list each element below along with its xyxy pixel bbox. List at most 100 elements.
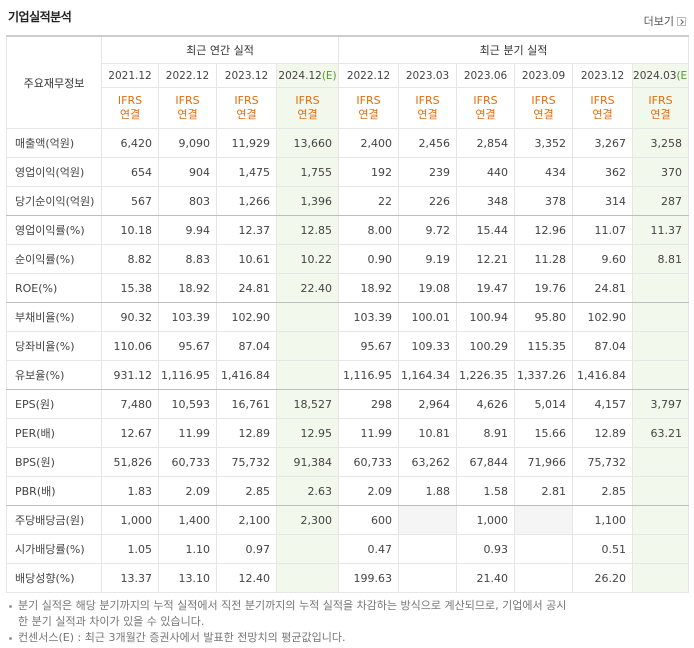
value-cell: 9.72 <box>398 215 458 245</box>
value-cell <box>632 505 690 535</box>
value-cell: 110.06 <box>101 331 159 361</box>
value-cell: 102.90 <box>572 302 634 332</box>
value-cell: 19.47 <box>456 273 516 303</box>
value-cell: 100.29 <box>456 331 516 361</box>
estimate-mark: (E) <box>321 69 337 82</box>
header-row: 주요재무정보 최근 연간 실적 최근 분기 실적 <box>6 35 690 129</box>
value-cell: 298 <box>338 389 400 419</box>
period-header: 2022.12 <box>158 63 217 88</box>
bullet <box>9 637 12 640</box>
consolidation: 연결 <box>650 108 671 121</box>
period: 2023.12 <box>224 69 269 82</box>
value-cell: 2.63 <box>275 476 340 506</box>
value-cell: 1,416.84 <box>572 360 634 390</box>
value-cell: 567 <box>101 186 159 216</box>
value-cell: 60,733 <box>158 447 217 477</box>
value-cell: 15.38 <box>101 273 159 303</box>
value-cell: 10.61 <box>216 244 277 274</box>
accounting: IFRS <box>295 94 320 107</box>
data-row: PBR(배) 1.83 2.09 2.85 2.63 2.09 1.88 1.58 2.81 2.… <box>6 476 690 506</box>
consolidation: 연결 <box>297 108 318 121</box>
value-cell: 931.12 <box>101 360 159 390</box>
value-cell: 1.10 <box>158 534 217 564</box>
value-cell <box>275 331 340 361</box>
value-cell: 13.10 <box>158 563 217 593</box>
row-label: EPS(원) <box>6 389 102 419</box>
consolidation: 연결 <box>358 108 379 121</box>
value-cell: 19.08 <box>398 273 458 303</box>
period: 2024.12 <box>278 69 322 82</box>
value-cell: 22.40 <box>275 273 340 303</box>
note: 분기 실적은 해당 분기까지의 누적 실적에서 직전 분기까지의 누적 실적을 … <box>8 598 568 630</box>
value-cell <box>514 505 574 535</box>
value-cell: 95.67 <box>338 331 400 361</box>
value-cell: 1.05 <box>101 534 159 564</box>
value-cell: 26.20 <box>572 563 634 593</box>
value-cell: 22 <box>338 186 400 216</box>
value-cell <box>632 563 690 593</box>
value-cell: 16,761 <box>216 389 277 419</box>
value-cell <box>275 302 340 332</box>
data-row: 시가배당률(%) 1.05 1.10 0.97 0.47 0.93 0.51 <box>6 534 690 564</box>
value-cell: 1,396 <box>275 186 340 216</box>
value-cell: 12.37 <box>216 215 277 245</box>
value-cell: 314 <box>572 186 634 216</box>
value-cell: 1,100 <box>572 505 634 535</box>
value-cell: 440 <box>456 157 516 187</box>
period: 2024.03 <box>633 69 677 82</box>
value-cell: 18.92 <box>158 273 217 303</box>
row-label: 순이익률(%) <box>6 244 102 274</box>
value-cell: 8.00 <box>338 215 400 245</box>
period-row: 2021.12 2022.12 2023.12 2024.12(E) 2022.12 20… <box>7 63 690 88</box>
accounting-header: IFRS 연결 <box>456 87 516 129</box>
value-cell: 10.18 <box>101 215 159 245</box>
value-cell: 2.09 <box>158 476 217 506</box>
value-cell: 0.51 <box>572 534 634 564</box>
corner-header: 주요재무정보 <box>6 35 102 129</box>
value-cell: 109.33 <box>398 331 458 361</box>
consolidation: 연결 <box>177 108 198 121</box>
data-row: 당기순이익(억원) 567 803 1,266 1,396 22 226 348 378 314 2… <box>6 186 690 216</box>
value-cell: 115.35 <box>514 331 574 361</box>
accounting: IFRS <box>531 94 556 107</box>
accounting: IFRS <box>648 94 673 107</box>
value-cell: 434 <box>514 157 574 187</box>
value-cell: 3,258 <box>632 128 690 158</box>
value-cell: 63,262 <box>398 447 458 477</box>
value-cell: 91,384 <box>275 447 340 477</box>
accounting-header: IFRS 연결 <box>216 87 277 129</box>
estimate-mark: (E) <box>676 69 688 82</box>
data-row: BPS(원) 51,826 60,733 75,732 91,384 60,733 63,2… <box>6 447 690 477</box>
value-cell: 15.66 <box>514 418 574 448</box>
row-label: PER(배) <box>6 418 102 448</box>
more-icon[interactable] <box>677 16 686 26</box>
value-cell: 12.89 <box>572 418 634 448</box>
value-cell: 1,400 <box>158 505 217 535</box>
value-cell: 13,660 <box>275 128 340 158</box>
value-cell: 904 <box>158 157 217 187</box>
period-header: 2023.12 <box>572 63 634 88</box>
value-cell <box>632 302 690 332</box>
value-cell: 13.37 <box>101 563 159 593</box>
consolidation: 연결 <box>475 108 496 121</box>
row-label: 유보율(%) <box>6 360 102 390</box>
row-label: 주당배당금(원) <box>6 505 102 535</box>
consolidation: 연결 <box>592 108 613 121</box>
value-cell <box>632 331 690 361</box>
period-header: 2023.06 <box>456 63 516 88</box>
group-header: 최근 연간 실적 <box>100 35 340 64</box>
value-cell: 0.47 <box>338 534 400 564</box>
accounting: IFRS <box>175 94 200 107</box>
period-header: 2023.12 <box>216 63 277 88</box>
value-cell: 1,416.84 <box>216 360 277 390</box>
value-cell: 0.97 <box>216 534 277 564</box>
value-cell: 100.01 <box>398 302 458 332</box>
value-cell: 60,733 <box>338 447 400 477</box>
value-cell: 11.99 <box>158 418 217 448</box>
value-cell: 103.39 <box>338 302 400 332</box>
data-row: 배당성향(%) 13.37 13.10 12.40 199.63 21.40 26.20 <box>6 563 690 593</box>
more-text[interactable]: 더보기 <box>643 15 674 28</box>
accounting-header: IFRS 연결 <box>632 87 690 129</box>
more-link[interactable]: 더보기 <box>644 13 686 29</box>
period: 2023.03 <box>405 69 450 82</box>
